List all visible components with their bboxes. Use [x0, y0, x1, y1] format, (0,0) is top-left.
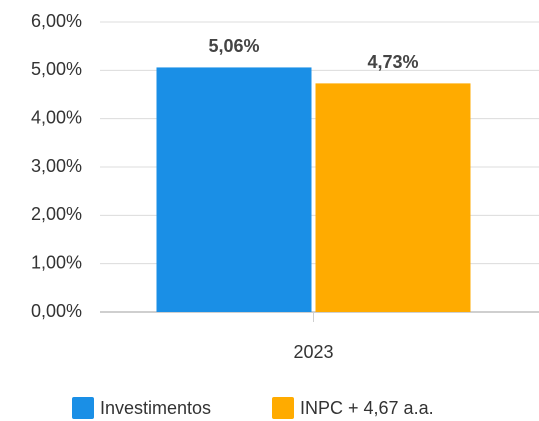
legend-swatch — [72, 397, 94, 419]
y-tick-label: 2,00% — [31, 204, 82, 224]
legend-label: Investimentos — [100, 398, 211, 418]
y-tick-label: 0,00% — [31, 301, 82, 321]
y-tick-label: 1,00% — [31, 252, 82, 272]
y-tick-label: 3,00% — [31, 156, 82, 176]
value-label: 4,73% — [367, 52, 418, 72]
legend-label: INPC + 4,67 a.a. — [300, 398, 434, 418]
y-tick-label: 4,00% — [31, 107, 82, 127]
x-tick-label: 2023 — [293, 342, 333, 362]
bar — [315, 83, 471, 312]
bar — [156, 67, 312, 312]
y-tick-label: 6,00% — [31, 11, 82, 31]
legend-swatch — [272, 397, 294, 419]
value-label: 5,06% — [208, 36, 259, 56]
y-tick-label: 5,00% — [31, 59, 82, 79]
